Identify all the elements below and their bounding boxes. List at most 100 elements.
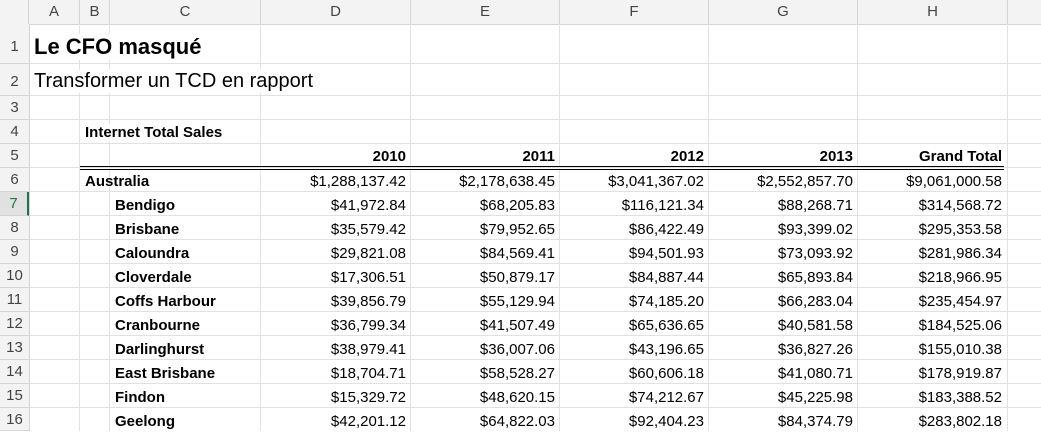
city-value-2011[interactable]: $68,205.83 bbox=[479, 197, 555, 214]
city-value-2010[interactable]: $18,704.71 bbox=[330, 365, 406, 382]
city-value-2011[interactable]: $79,952.65 bbox=[479, 221, 555, 238]
city-value-2010[interactable]: $36,799.34 bbox=[330, 317, 406, 334]
city-value-grand-total[interactable]: $295,353.58 bbox=[918, 221, 1002, 238]
city-name[interactable]: Bendigo bbox=[115, 197, 175, 214]
row-header-3[interactable]: 3 bbox=[0, 96, 29, 120]
city-value-grand-total[interactable]: $281,986.34 bbox=[918, 245, 1002, 262]
row-header-11[interactable]: 11 bbox=[0, 288, 29, 312]
city-value-grand-total[interactable]: $235,454.97 bbox=[918, 293, 1002, 310]
select-all-corner[interactable] bbox=[0, 0, 29, 24]
city-value-2013[interactable]: $65,893.84 bbox=[777, 269, 853, 286]
region-value-2010[interactable]: $1,288,137.42 bbox=[310, 173, 406, 190]
city-value-2013[interactable]: $36,827.26 bbox=[777, 341, 853, 358]
city-value-2013[interactable]: $66,283.04 bbox=[777, 293, 853, 310]
region-value-2013[interactable]: $2,552,857.70 bbox=[757, 173, 853, 190]
year-header-2010[interactable]: 2010 bbox=[372, 148, 406, 165]
city-value-2011[interactable]: $64,822.03 bbox=[479, 413, 555, 430]
city-value-grand-total[interactable]: $178,919.87 bbox=[918, 365, 1002, 382]
row-header-5[interactable]: 5 bbox=[0, 144, 29, 168]
region-value-2012[interactable]: $3,041,367.02 bbox=[608, 173, 704, 190]
column-header-f[interactable]: F bbox=[560, 0, 709, 24]
year-header-2013[interactable]: 2013 bbox=[819, 148, 853, 165]
sheet-title[interactable]: Le CFO masqué bbox=[34, 34, 208, 60]
city-value-2010[interactable]: $29,821.08 bbox=[330, 245, 406, 262]
city-value-2010[interactable]: $42,201.12 bbox=[330, 413, 406, 430]
city-value-2010[interactable]: $39,856.79 bbox=[330, 293, 406, 310]
city-value-2011[interactable]: $84,569.41 bbox=[479, 245, 555, 262]
city-value-2010[interactable]: $17,306.51 bbox=[330, 269, 406, 286]
city-value-grand-total[interactable]: $184,525.06 bbox=[918, 317, 1002, 334]
city-name[interactable]: Caloundra bbox=[115, 245, 190, 262]
city-value-grand-total[interactable]: $183,388.52 bbox=[918, 389, 1002, 406]
city-value-2011[interactable]: $58,528.27 bbox=[479, 365, 555, 382]
row-header-10[interactable]: 10 bbox=[0, 264, 29, 288]
city-value-2013[interactable]: $88,268.71 bbox=[777, 197, 853, 214]
city-value-2011[interactable]: $55,129.94 bbox=[479, 293, 555, 310]
city-value-2012[interactable]: $92,404.23 bbox=[628, 413, 704, 430]
row-header-12[interactable]: 12 bbox=[0, 312, 29, 336]
city-value-2013[interactable]: $84,374.79 bbox=[777, 413, 853, 430]
city-name[interactable]: Findon bbox=[115, 389, 165, 406]
city-value-2012[interactable]: $84,887.44 bbox=[628, 269, 704, 286]
city-value-2013[interactable]: $40,581.58 bbox=[777, 317, 853, 334]
row-header-14[interactable]: 14 bbox=[0, 360, 29, 384]
city-value-2012[interactable]: $86,422.49 bbox=[628, 221, 704, 238]
year-header-2012[interactable]: 2012 bbox=[670, 148, 704, 165]
city-value-2011[interactable]: $36,007.06 bbox=[479, 341, 555, 358]
row-header-9[interactable]: 9 bbox=[0, 240, 29, 264]
row-header-2[interactable]: 2 bbox=[0, 64, 29, 96]
city-value-2012[interactable]: $43,196.65 bbox=[628, 341, 704, 358]
gridline bbox=[559, 24, 560, 431]
row-header-15[interactable]: 15 bbox=[0, 384, 29, 408]
city-value-2013[interactable]: $45,225.98 bbox=[777, 389, 853, 406]
sheet-subtitle[interactable]: Transformer un TCD en rapport bbox=[34, 70, 319, 93]
city-value-2013[interactable]: $73,093.92 bbox=[777, 245, 853, 262]
city-name[interactable]: Cranbourne bbox=[115, 317, 201, 334]
year-header-grand-total[interactable]: Grand Total bbox=[918, 148, 1002, 165]
row-header-13[interactable]: 13 bbox=[0, 336, 29, 360]
city-name[interactable]: Cloverdale bbox=[115, 269, 192, 286]
city-value-grand-total[interactable]: $283,802.18 bbox=[918, 413, 1002, 430]
city-name[interactable]: East Brisbane bbox=[115, 365, 216, 382]
city-value-2012[interactable]: $94,501.93 bbox=[628, 245, 704, 262]
city-value-2010[interactable]: $38,979.41 bbox=[330, 341, 406, 358]
city-value-2011[interactable]: $41,507.49 bbox=[479, 317, 555, 334]
row-header-6[interactable]: 6 bbox=[0, 168, 29, 192]
city-value-2012[interactable]: $116,121.34 bbox=[621, 197, 704, 214]
city-name[interactable]: Brisbane bbox=[115, 221, 180, 238]
city-value-2011[interactable]: $48,620.15 bbox=[479, 389, 555, 406]
city-value-2012[interactable]: $60,606.18 bbox=[628, 365, 704, 382]
region-value-2011[interactable]: $2,178,638.45 bbox=[459, 173, 555, 190]
row-header-1[interactable]: 1 bbox=[0, 24, 29, 64]
column-header-b[interactable]: B bbox=[80, 0, 110, 24]
report-label[interactable]: Internet Total Sales bbox=[85, 124, 227, 141]
city-value-2012[interactable]: $74,185.20 bbox=[628, 293, 704, 310]
row-header-8[interactable]: 8 bbox=[0, 216, 29, 240]
city-value-grand-total[interactable]: $218,966.95 bbox=[918, 269, 1002, 286]
city-value-grand-total[interactable]: $155,010.38 bbox=[918, 341, 1002, 358]
city-value-2012[interactable]: $65,636.65 bbox=[628, 317, 704, 334]
city-name[interactable]: Coffs Harbour bbox=[115, 293, 216, 310]
column-header-h[interactable]: H bbox=[858, 0, 1008, 24]
city-value-2011[interactable]: $50,879.17 bbox=[479, 269, 555, 286]
city-name[interactable]: Darlinghurst bbox=[115, 341, 205, 358]
row-header-4[interactable]: 4 bbox=[0, 120, 29, 144]
column-header-a[interactable]: A bbox=[29, 0, 80, 24]
year-header-2011[interactable]: 2011 bbox=[522, 148, 555, 165]
column-header-g[interactable]: G bbox=[709, 0, 858, 24]
row-header-7[interactable]: 7 bbox=[0, 192, 29, 216]
city-value-2013[interactable]: $41,080.71 bbox=[777, 365, 853, 382]
city-value-grand-total[interactable]: $314,568.72 bbox=[918, 197, 1002, 214]
city-value-2010[interactable]: $41,972.84 bbox=[330, 197, 406, 214]
city-value-2010[interactable]: $15,329.72 bbox=[330, 389, 406, 406]
city-value-2012[interactable]: $74,212.67 bbox=[628, 389, 704, 406]
city-value-2010[interactable]: $35,579.42 bbox=[330, 221, 406, 238]
column-header-c[interactable]: C bbox=[110, 0, 261, 24]
city-name[interactable]: Geelong bbox=[115, 413, 176, 430]
column-header-e[interactable]: E bbox=[411, 0, 560, 24]
region-name[interactable]: Australia bbox=[85, 173, 150, 190]
column-header-d[interactable]: D bbox=[261, 0, 411, 24]
city-value-2013[interactable]: $93,399.02 bbox=[777, 221, 853, 238]
region-value-grand-total[interactable]: $9,061,000.58 bbox=[906, 173, 1002, 190]
row-header-16[interactable]: 16 bbox=[0, 408, 29, 431]
